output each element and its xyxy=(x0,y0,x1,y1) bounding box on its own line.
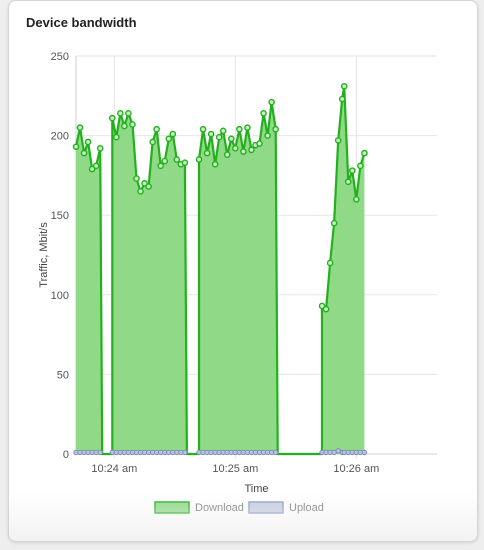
legend-swatch xyxy=(248,501,284,514)
download-point xyxy=(149,138,156,146)
download-point xyxy=(153,125,160,133)
download-point xyxy=(76,124,84,131)
y-tick-label: 50 xyxy=(57,369,69,381)
download-point xyxy=(244,124,251,131)
download-point xyxy=(215,133,223,141)
download-point xyxy=(344,178,352,186)
download-point xyxy=(96,145,104,152)
download-point xyxy=(157,162,165,170)
download-point xyxy=(223,151,231,159)
y-tick-label: 150 xyxy=(51,210,69,222)
download-point xyxy=(357,162,364,170)
download-point xyxy=(181,159,189,166)
download-point xyxy=(340,82,348,90)
download-point xyxy=(338,95,346,103)
download-point xyxy=(334,137,342,144)
download-points xyxy=(72,82,368,313)
download-point xyxy=(137,188,144,195)
y-tick-label: 250 xyxy=(51,51,69,63)
legend-label: Download xyxy=(195,502,244,514)
download-point xyxy=(72,143,80,151)
download-point xyxy=(203,149,211,157)
download-point xyxy=(326,259,334,267)
download-point xyxy=(260,110,267,117)
download-point xyxy=(268,98,275,106)
x-tick-label: 10:24 am xyxy=(91,463,137,475)
download-point xyxy=(318,302,326,310)
download-point xyxy=(125,110,132,117)
download-point xyxy=(80,149,88,157)
download-point xyxy=(227,135,235,143)
upload-point xyxy=(97,449,103,456)
download-point xyxy=(256,140,263,147)
bandwidth-chart: 0 50 100 150 200 250 10:24 am 10:25 am 10:26 am T… xyxy=(38,51,437,514)
upload-point xyxy=(182,449,188,456)
upload-point xyxy=(361,449,368,456)
download-point xyxy=(129,121,136,128)
download-point xyxy=(248,146,255,154)
download-point xyxy=(113,133,120,141)
download-point xyxy=(272,125,279,133)
download-point xyxy=(141,180,148,187)
x-axis-label: Time xyxy=(244,483,268,495)
download-point xyxy=(121,122,128,130)
download-point xyxy=(173,156,181,163)
y-tick-label: 200 xyxy=(51,131,69,143)
download-point xyxy=(219,127,227,135)
download-point xyxy=(195,156,203,163)
download-point xyxy=(232,145,239,152)
download-point xyxy=(264,132,271,139)
download-point xyxy=(133,175,140,182)
download-point xyxy=(145,183,152,190)
upload-point xyxy=(272,449,279,456)
x-tick-label: 10:26 am xyxy=(333,463,379,475)
download-point xyxy=(84,138,92,146)
download-point xyxy=(240,148,247,155)
download-point xyxy=(236,125,243,133)
download-point xyxy=(88,165,96,173)
download-point xyxy=(361,149,368,157)
legend-label: Upload xyxy=(289,502,324,514)
x-tick-label: 10:25 am xyxy=(212,463,258,475)
download-point xyxy=(169,130,177,138)
download-point xyxy=(161,157,169,165)
download-point xyxy=(92,162,100,170)
upload-series xyxy=(73,448,368,456)
download-area xyxy=(76,86,365,454)
download-point xyxy=(165,135,173,143)
download-point xyxy=(207,130,215,138)
download-point xyxy=(322,305,330,313)
download-point xyxy=(199,125,207,133)
card-title: Device bandwidth xyxy=(26,15,137,30)
y-tick-label: 100 xyxy=(51,290,69,302)
legend-swatch xyxy=(154,501,190,514)
download-point xyxy=(109,114,116,122)
download-point xyxy=(353,195,360,203)
download-point xyxy=(330,219,338,227)
legend: Download Upload xyxy=(154,501,324,514)
bandwidth-card: Device bandwidth 0 50 100 150 200 250 10:24 am… xyxy=(8,0,478,542)
download-point xyxy=(117,110,124,117)
download-point xyxy=(211,160,219,168)
y-axis-label: Traffic, Mbit/s xyxy=(38,222,50,288)
download-point xyxy=(348,167,356,174)
y-tick-label: 0 xyxy=(63,449,69,461)
